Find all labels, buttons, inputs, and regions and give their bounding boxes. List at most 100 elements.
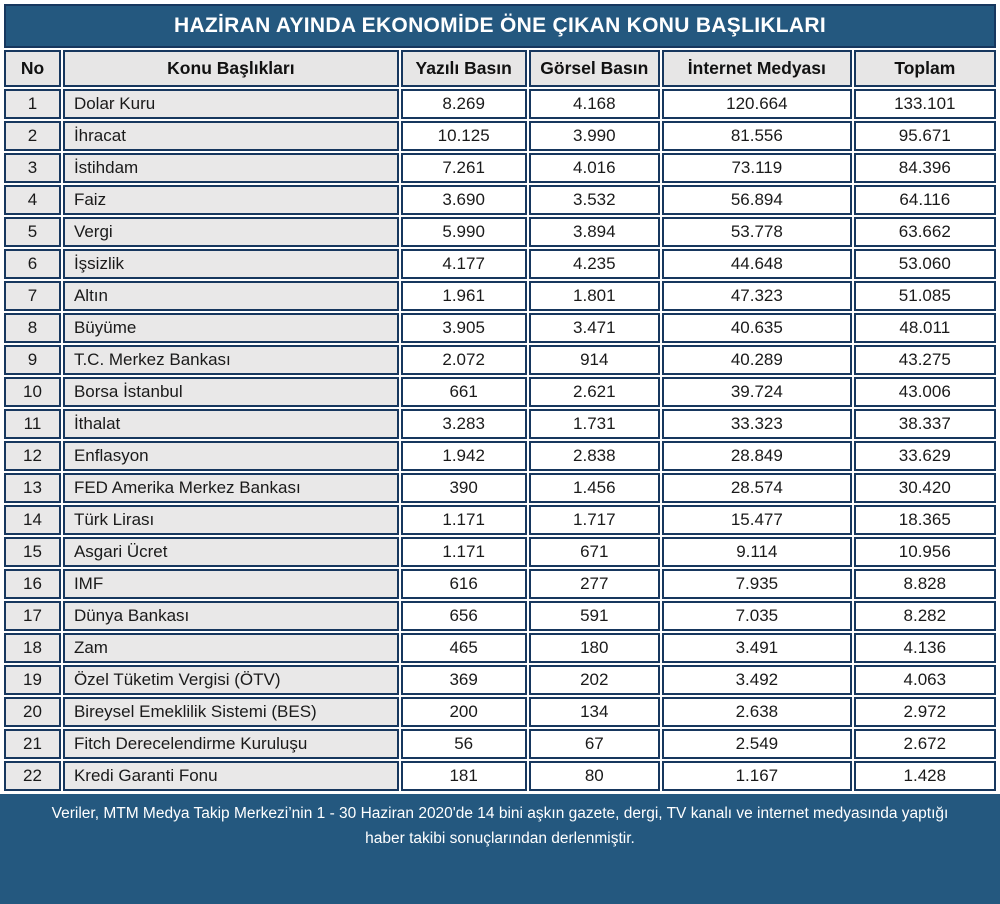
table-row: 1 Dolar Kuru 8.269 4.168 120.664 133.101	[4, 89, 996, 119]
cell-no: 10	[4, 377, 61, 407]
table-row: 11 İthalat 3.283 1.731 33.323 38.337	[4, 409, 996, 439]
cell-gorsel: 914	[528, 345, 661, 375]
cell-toplam: 43.006	[853, 377, 996, 407]
cell-gorsel: 67	[528, 729, 661, 759]
cell-topic: Türk Lirası	[62, 505, 399, 535]
cell-topic: Kredi Garanti Fonu	[62, 761, 399, 791]
cell-no: 12	[4, 441, 61, 471]
cell-topic: İstihdam	[62, 153, 399, 183]
table-body: 1 Dolar Kuru 8.269 4.168 120.664 133.101 2 İhra…	[4, 89, 996, 791]
cell-topic: Zam	[62, 633, 399, 663]
cell-toplam: 8.828	[853, 569, 996, 599]
header-row: No Konu Başlıkları Yazılı Basın Görsel B…	[4, 50, 996, 87]
cell-topic: Dünya Bankası	[62, 601, 399, 631]
cell-internet: 33.323	[662, 409, 852, 439]
cell-internet: 120.664	[662, 89, 852, 119]
cell-gorsel: 4.168	[528, 89, 661, 119]
table-row: 17 Dünya Bankası 656 591 7.035 8.282	[4, 601, 996, 631]
cell-gorsel: 3.894	[528, 217, 661, 247]
cell-no: 6	[4, 249, 61, 279]
cell-internet: 3.492	[662, 665, 852, 695]
cell-yazili: 390	[400, 473, 527, 503]
cell-gorsel: 1.801	[528, 281, 661, 311]
cell-internet: 7.935	[662, 569, 852, 599]
cell-gorsel: 3.532	[528, 185, 661, 215]
cell-internet: 15.477	[662, 505, 852, 535]
cell-no: 17	[4, 601, 61, 631]
cell-toplam: 53.060	[853, 249, 996, 279]
cell-internet: 9.114	[662, 537, 852, 567]
cell-gorsel: 1.717	[528, 505, 661, 535]
cell-yazili: 2.072	[400, 345, 527, 375]
cell-internet: 56.894	[662, 185, 852, 215]
table-header: No Konu Başlıkları Yazılı Basın Görsel B…	[4, 50, 996, 87]
cell-yazili: 465	[400, 633, 527, 663]
cell-no: 11	[4, 409, 61, 439]
cell-yazili: 369	[400, 665, 527, 695]
table-row: 15 Asgari Ücret 1.171 671 9.114 10.956	[4, 537, 996, 567]
cell-topic: Enflasyon	[62, 441, 399, 471]
cell-gorsel: 202	[528, 665, 661, 695]
cell-topic: Faiz	[62, 185, 399, 215]
table-row: 16 IMF 616 277 7.935 8.828	[4, 569, 996, 599]
table-row: 6 İşsizlik 4.177 4.235 44.648 53.060	[4, 249, 996, 279]
cell-no: 20	[4, 697, 61, 727]
header-toplam: Toplam	[853, 50, 996, 87]
table-row: 13 FED Amerika Merkez Bankası 390 1.456 28.5…	[4, 473, 996, 503]
cell-yazili: 661	[400, 377, 527, 407]
cell-topic: Asgari Ücret	[62, 537, 399, 567]
cell-toplam: 48.011	[853, 313, 996, 343]
cell-gorsel: 2.838	[528, 441, 661, 471]
cell-no: 22	[4, 761, 61, 791]
cell-yazili: 3.283	[400, 409, 527, 439]
cell-toplam: 33.629	[853, 441, 996, 471]
cell-internet: 73.119	[662, 153, 852, 183]
cell-topic: FED Amerika Merkez Bankası	[62, 473, 399, 503]
table-row: 9 T.C. Merkez Bankası 2.072 914 40.289 43.275	[4, 345, 996, 375]
cell-gorsel: 3.990	[528, 121, 661, 151]
cell-gorsel: 671	[528, 537, 661, 567]
cell-no: 13	[4, 473, 61, 503]
table-row: 10 Borsa İstanbul 661 2.621 39.724 43.006	[4, 377, 996, 407]
cell-toplam: 4.063	[853, 665, 996, 695]
cell-yazili: 1.171	[400, 537, 527, 567]
cell-internet: 7.035	[662, 601, 852, 631]
header-topic: Konu Başlıkları	[62, 50, 399, 87]
cell-toplam: 133.101	[853, 89, 996, 119]
cell-topic: İhracat	[62, 121, 399, 151]
table-row: 12 Enflasyon 1.942 2.838 28.849 33.629	[4, 441, 996, 471]
cell-yazili: 181	[400, 761, 527, 791]
cell-toplam: 43.275	[853, 345, 996, 375]
cell-toplam: 38.337	[853, 409, 996, 439]
cell-internet: 39.724	[662, 377, 852, 407]
header-no: No	[4, 50, 61, 87]
table-row: 18 Zam 465 180 3.491 4.136	[4, 633, 996, 663]
cell-yazili: 7.261	[400, 153, 527, 183]
cell-yazili: 1.942	[400, 441, 527, 471]
cell-gorsel: 1.456	[528, 473, 661, 503]
table-row: 5 Vergi 5.990 3.894 53.778 63.662	[4, 217, 996, 247]
cell-yazili: 1.171	[400, 505, 527, 535]
cell-no: 7	[4, 281, 61, 311]
cell-toplam: 8.282	[853, 601, 996, 631]
cell-no: 5	[4, 217, 61, 247]
cell-gorsel: 180	[528, 633, 661, 663]
cell-toplam: 2.672	[853, 729, 996, 759]
table-row: 20 Bireysel Emeklilik Sistemi (BES) 200 134…	[4, 697, 996, 727]
cell-no: 2	[4, 121, 61, 151]
cell-gorsel: 1.731	[528, 409, 661, 439]
cell-toplam: 1.428	[853, 761, 996, 791]
cell-topic: Vergi	[62, 217, 399, 247]
cell-toplam: 63.662	[853, 217, 996, 247]
header-yazili: Yazılı Basın	[400, 50, 527, 87]
cell-yazili: 1.961	[400, 281, 527, 311]
cell-toplam: 95.671	[853, 121, 996, 151]
cell-no: 14	[4, 505, 61, 535]
table-row: 14 Türk Lirası 1.171 1.717 15.477 18.365	[4, 505, 996, 535]
cell-gorsel: 4.235	[528, 249, 661, 279]
cell-toplam: 84.396	[853, 153, 996, 183]
source-note: Veriler, MTM Medya Takip Merkezi’nin 1 -…	[0, 794, 1000, 904]
cell-internet: 28.849	[662, 441, 852, 471]
cell-no: 3	[4, 153, 61, 183]
